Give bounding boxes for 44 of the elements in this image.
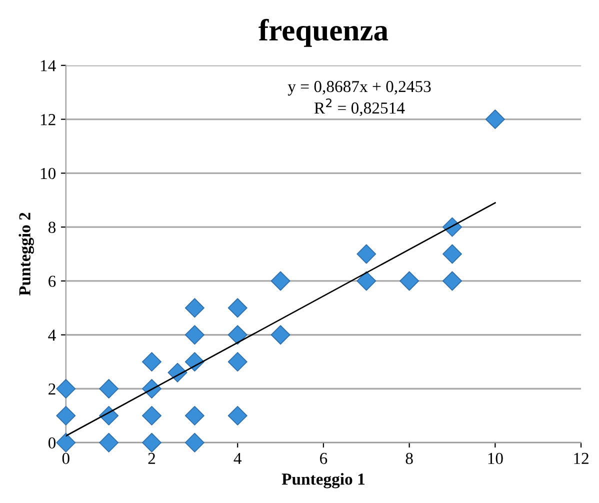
y-tick-label: 10 — [40, 168, 56, 180]
point — [356, 271, 376, 291]
x-axis-title: Punteggio 1 — [282, 473, 364, 488]
y-tick-label: 12 — [40, 114, 56, 126]
point — [56, 379, 76, 398]
point — [400, 271, 420, 291]
point — [99, 379, 119, 398]
point — [184, 406, 204, 426]
x-tick-label: 12 — [574, 452, 588, 464]
point — [184, 325, 204, 345]
point — [184, 298, 204, 318]
point — [356, 244, 376, 264]
point — [228, 352, 248, 372]
point — [56, 432, 76, 452]
y-tick-label: 2 — [48, 383, 56, 395]
y-tick-label: 0 — [48, 437, 56, 449]
annotation: R$^{2}$ = 0,82514 — [314, 98, 405, 116]
point — [270, 325, 290, 345]
point — [442, 271, 462, 291]
y-tick-label: 6 — [48, 276, 56, 287]
y-tick-label: 8 — [48, 222, 56, 234]
point — [485, 110, 505, 130]
point — [442, 244, 462, 264]
chart-title: frequenza — [258, 18, 388, 47]
annotation: y = 0,8687x + 0,2453 — [288, 80, 431, 96]
point — [228, 406, 248, 426]
x-tick-label: 6 — [320, 452, 328, 464]
point — [142, 406, 162, 426]
point — [99, 432, 119, 452]
x-tick-label: 2 — [148, 452, 155, 464]
point — [228, 298, 248, 318]
point — [228, 325, 248, 345]
y-tick-label: 4 — [48, 330, 56, 341]
point — [270, 271, 290, 291]
point — [142, 432, 162, 452]
x-tick-label: 4 — [234, 452, 242, 464]
y-axis-title: Punteggio 2 — [18, 212, 34, 296]
point — [142, 352, 162, 372]
x-tick-label: 10 — [488, 452, 503, 464]
point — [184, 432, 204, 452]
point — [56, 406, 76, 426]
x-tick-label: 8 — [406, 452, 413, 464]
x-tick-label: 0 — [62, 452, 70, 464]
y-tick-label: 14 — [40, 60, 56, 72]
